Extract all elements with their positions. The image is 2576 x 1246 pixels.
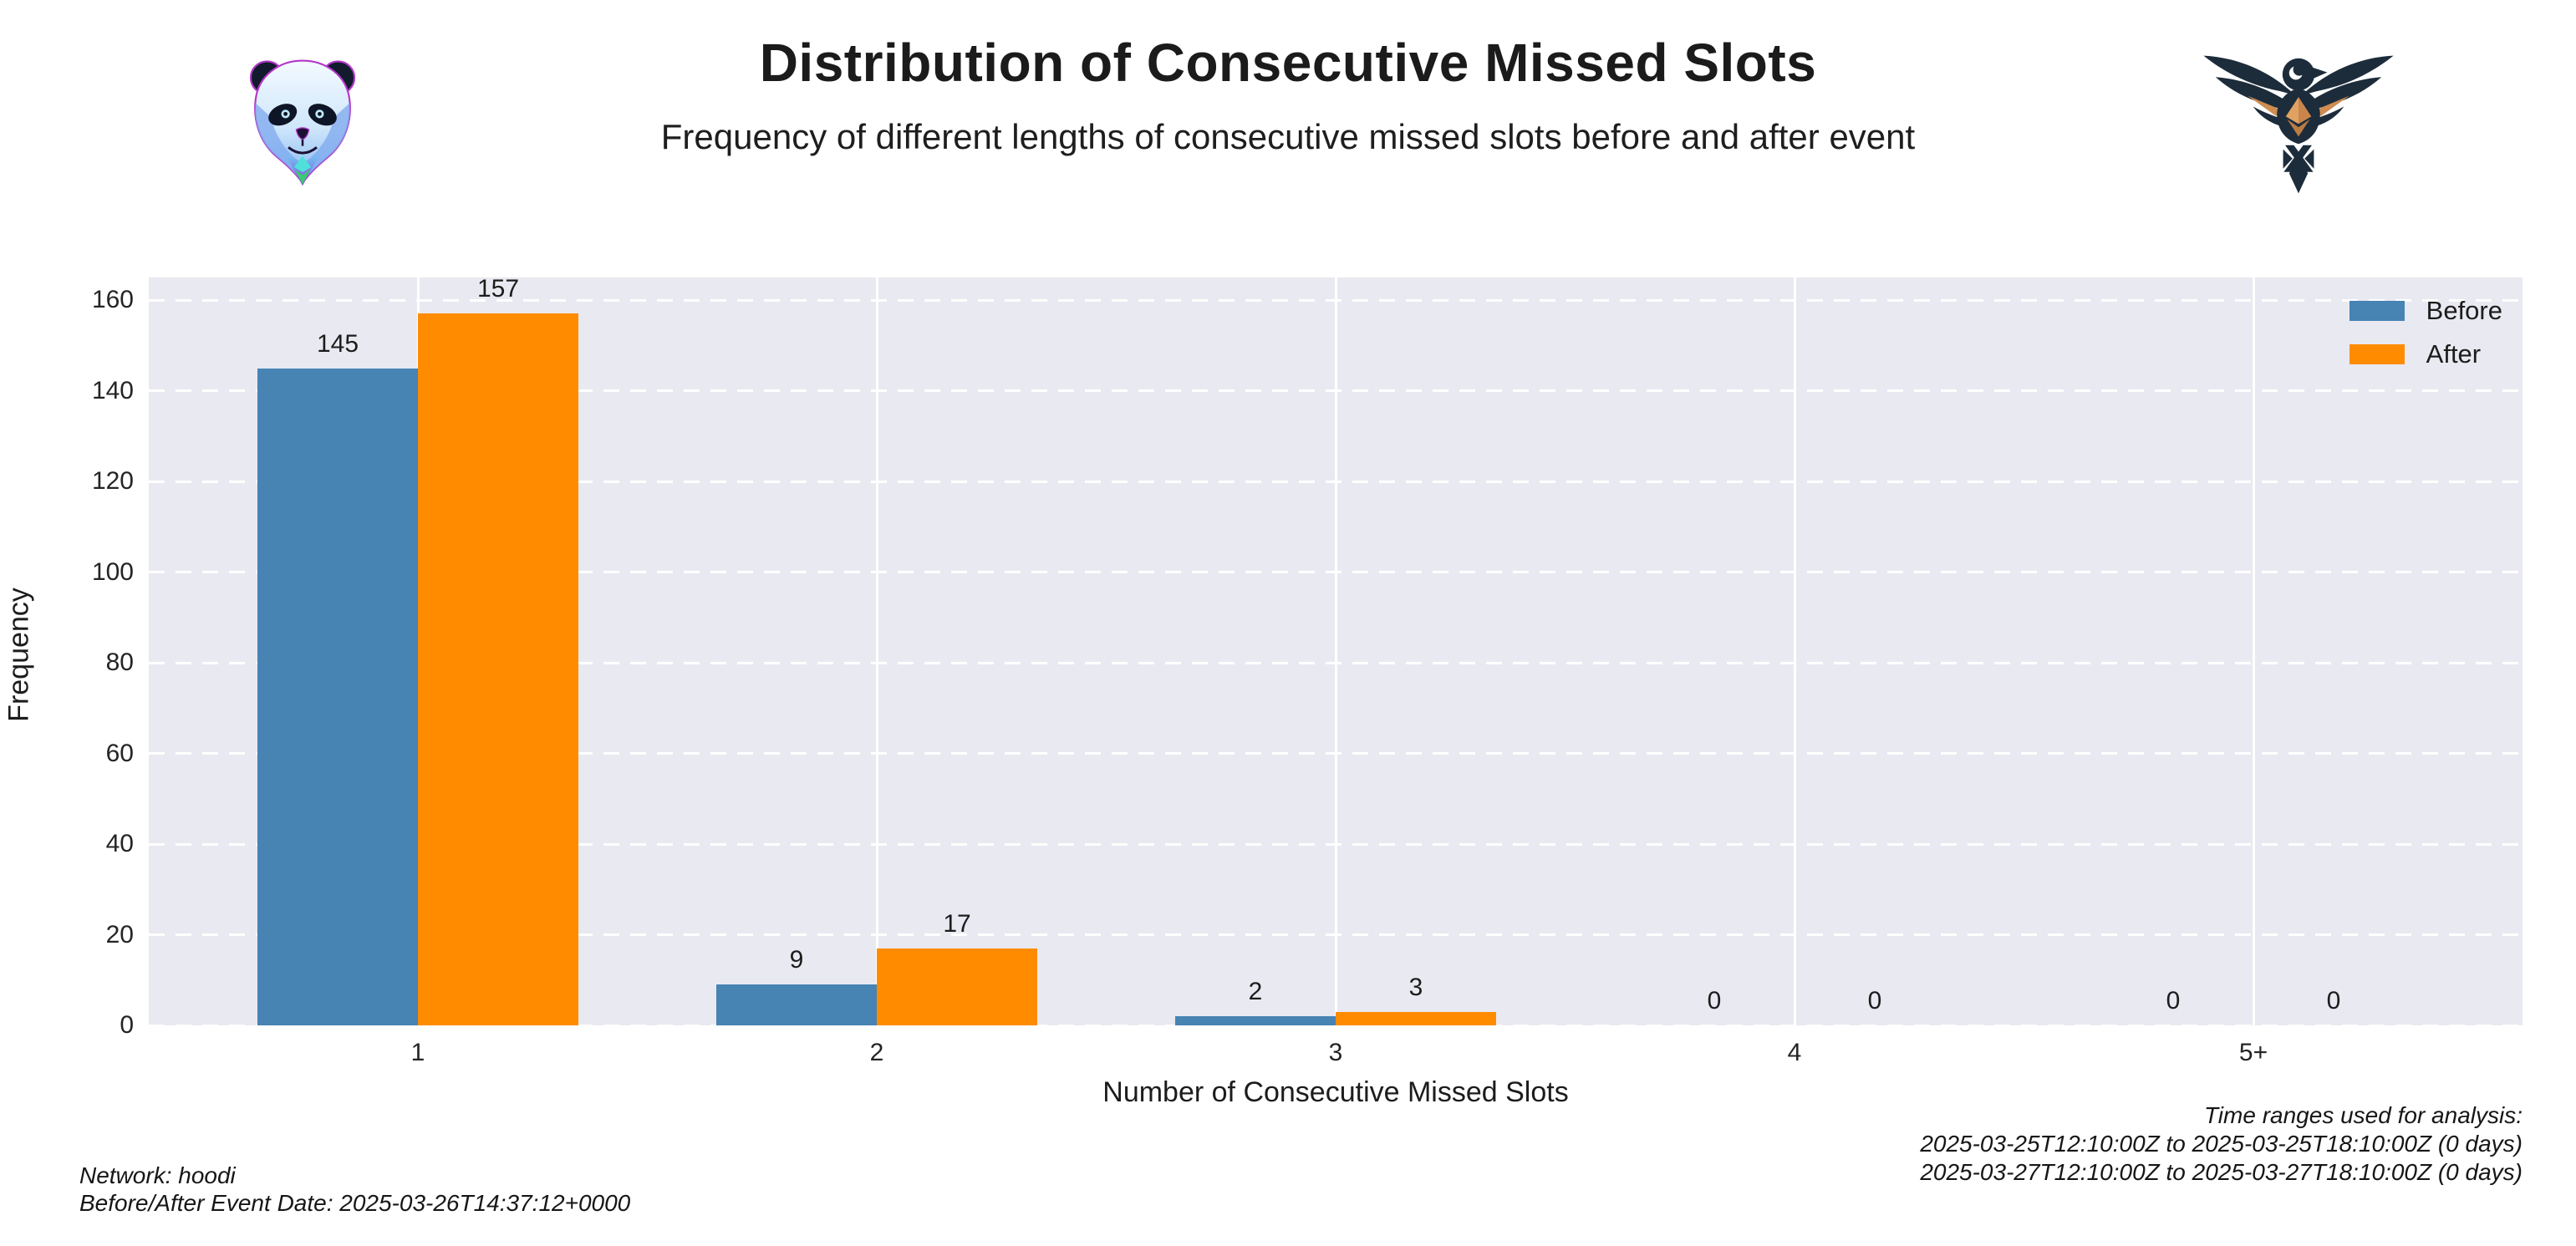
y-tick-label: 20: [105, 920, 134, 948]
panda-ethereum-logo-icon: [249, 59, 356, 186]
x-tick-label: 1: [410, 1039, 425, 1066]
time-range-after: 2025-03-27T12:10:00Z to 2025-03-27T18:10…: [1920, 1159, 2523, 1185]
y-tick-label: 100: [91, 557, 134, 586]
legend-label-before: Before: [2426, 296, 2502, 325]
bar-before-3: [1175, 1016, 1336, 1025]
bar-value-label: 9: [789, 946, 804, 974]
bar-after-2: [877, 948, 1037, 1025]
time-range-before: 2025-03-25T12:10:00Z to 2025-03-25T18:10…: [1920, 1131, 2523, 1157]
legend-swatch-before: [2349, 301, 2405, 321]
header: Distribution of Consecutive Missed Slots…: [0, 0, 2576, 157]
y-tick-label: 0: [120, 1011, 134, 1039]
y-tick-label: 60: [105, 739, 134, 767]
y-tick-label: 160: [91, 286, 134, 314]
legend: Before After: [2349, 296, 2502, 383]
footer-network-info: Network: hoodi Before/After Event Date: …: [79, 1162, 630, 1217]
bar-value-label: 3: [1408, 973, 1423, 1001]
legend-label-after: After: [2426, 339, 2482, 369]
event-date-line: Before/After Event Date: 2025-03-26T14:3…: [79, 1190, 631, 1216]
y-tick-label: 140: [91, 376, 134, 404]
x-tick-label: 5+: [2238, 1039, 2268, 1066]
gridline-vertical: [1334, 277, 1337, 1025]
x-tick-label: 4: [1787, 1039, 1802, 1066]
footer-time-ranges: Time ranges used for analysis: 2025-03-2…: [1920, 1101, 2523, 1187]
bar-before-1: [257, 368, 418, 1025]
eagle-ethereum-logo-icon: [2203, 55, 2394, 194]
bar-value-label: 0: [1707, 987, 1722, 1015]
x-tick-label: 2: [869, 1039, 884, 1066]
gridline-vertical: [2252, 277, 2255, 1025]
bar-after-1: [418, 313, 578, 1025]
network-line: Network: hoodi: [79, 1162, 236, 1188]
legend-item-after: After: [2349, 339, 2502, 369]
y-tick-label: 80: [105, 648, 134, 677]
gridline-vertical: [875, 277, 878, 1025]
bar-value-label: 157: [476, 277, 520, 303]
bar-value-label: 0: [1867, 987, 1882, 1015]
bar-before-2: [716, 984, 877, 1025]
bar-value-label: 2: [1248, 978, 1263, 1006]
bar-value-label: 0: [2166, 987, 2181, 1015]
y-tick-label: 120: [91, 467, 134, 496]
bar-value-label: 145: [316, 329, 359, 358]
legend-swatch-after: [2349, 344, 2405, 364]
plot-area: Before After 145 157 9 17 2 3 0 0 0 0: [149, 277, 2523, 1025]
page-subtitle: Frequency of different lengths of consec…: [660, 117, 1916, 156]
bar-value-label: 17: [943, 909, 971, 938]
y-tick-label: 40: [105, 830, 134, 858]
bar-value-label: 0: [2326, 987, 2341, 1015]
bar-after-3: [1336, 1011, 1496, 1025]
x-tick-label: 3: [1328, 1039, 1343, 1066]
page-title: Distribution of Consecutive Missed Slots: [759, 33, 1817, 93]
time-ranges-heading: Time ranges used for analysis:: [2203, 1102, 2523, 1128]
legend-item-before: Before: [2349, 296, 2502, 326]
x-axis-label: Number of Consecutive Missed Slots: [1102, 1076, 1569, 1108]
gridline-vertical: [1793, 277, 1796, 1025]
